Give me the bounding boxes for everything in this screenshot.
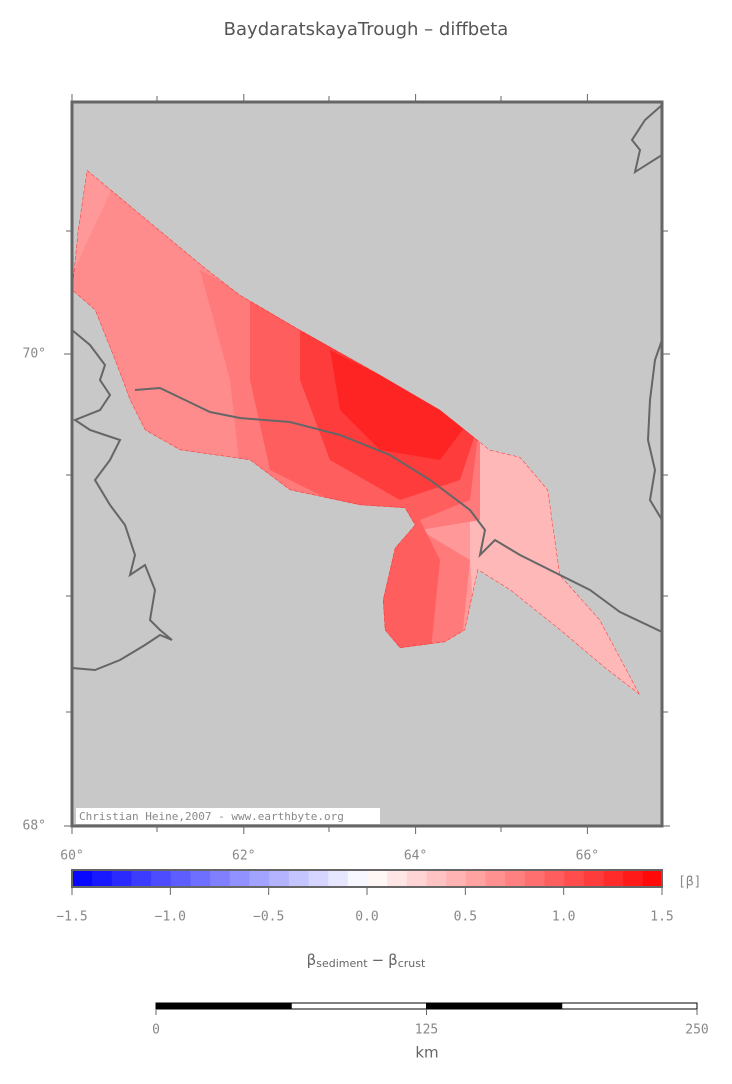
colorbar-cell bbox=[445, 870, 466, 887]
scale-segment bbox=[561, 1002, 698, 1010]
colorbar-cell bbox=[190, 870, 211, 887]
colorbar-tick-label: 0.0 bbox=[355, 910, 378, 925]
lon-label: 60° bbox=[60, 849, 83, 864]
colorbar-cell bbox=[91, 870, 112, 887]
colorbar-cell bbox=[288, 870, 309, 887]
scale-segment bbox=[426, 1002, 563, 1010]
colorbar-cell bbox=[485, 870, 506, 887]
lat-label: 70° bbox=[23, 347, 46, 362]
colorbar-cell bbox=[209, 870, 230, 887]
lon-label: 66° bbox=[576, 849, 599, 864]
colorbar-tick-label: −1.5 bbox=[56, 910, 87, 925]
colorbar-cell bbox=[426, 870, 447, 887]
scale-unit: km bbox=[415, 1044, 438, 1062]
colorbar-tick-label: −1.0 bbox=[155, 910, 186, 925]
colorbar-cell bbox=[367, 870, 388, 887]
colorbar-cell bbox=[308, 870, 329, 887]
colorbar-cell bbox=[229, 870, 250, 887]
colorbar-cell bbox=[347, 870, 368, 887]
lat-label: 68° bbox=[23, 819, 46, 834]
colorbar-tick-label: 1.5 bbox=[650, 910, 673, 925]
colorbar-cell bbox=[72, 870, 93, 887]
colorbar-cell bbox=[249, 870, 270, 887]
colorbar-tick-label: 0.5 bbox=[454, 910, 477, 925]
colorbar-cell bbox=[131, 870, 152, 887]
colorbar-cell bbox=[386, 870, 407, 887]
colorbar-cell bbox=[544, 870, 565, 887]
colorbar-cell bbox=[563, 870, 584, 887]
colorbar-cell bbox=[504, 870, 525, 887]
colorbar-cell bbox=[603, 870, 624, 887]
colorbar-cell bbox=[327, 870, 348, 887]
map-area: Christian Heine,2007 - www.earthbyte.org bbox=[66, 96, 668, 832]
colorbar-cell bbox=[170, 870, 191, 887]
colorbar-cell bbox=[622, 870, 643, 887]
scale-tick-label: 0 bbox=[152, 1023, 160, 1038]
scale-segment bbox=[290, 1002, 427, 1010]
colorbar-unit: [β] bbox=[678, 875, 701, 890]
colorbar-cell bbox=[111, 870, 132, 887]
colorbar-tick-label: 1.0 bbox=[552, 910, 575, 925]
colorbar-cell bbox=[268, 870, 289, 887]
scale-tick-label: 125 bbox=[415, 1023, 438, 1038]
colorbar-cell bbox=[642, 870, 663, 887]
colorbar bbox=[71, 869, 663, 895]
colorbar-cell bbox=[150, 870, 171, 887]
colorbar-cell bbox=[465, 870, 486, 887]
scale-segment bbox=[155, 1002, 292, 1010]
lon-label: 64° bbox=[404, 849, 427, 864]
scale-bar bbox=[155, 1002, 698, 1015]
map-title: BaydaratskayaTrough – diffbeta bbox=[224, 19, 509, 40]
credit: Christian Heine,2007 - www.earthbyte.org bbox=[79, 810, 344, 823]
colorbar-cell bbox=[524, 870, 545, 887]
colorbar-cell bbox=[406, 870, 427, 887]
colorbar-tick-label: −0.5 bbox=[253, 910, 284, 925]
scale-tick-label: 250 bbox=[685, 1023, 708, 1038]
lon-label: 62° bbox=[232, 849, 255, 864]
colorbar-label: βsediment − βcrust bbox=[307, 951, 426, 971]
colorbar-cell bbox=[583, 870, 604, 887]
